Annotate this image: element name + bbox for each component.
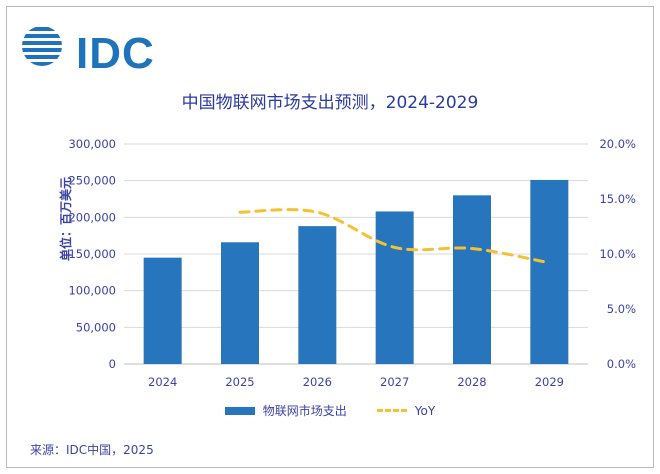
y-tick-label: 50,000 [76,320,116,334]
y2-tick-label: 20.0% [599,137,636,151]
y-tick-label: 300,000 [68,137,116,151]
bar-2029 [530,179,569,364]
source-note: 来源：IDC中国，2025 [30,443,154,457]
chart-frame [6,6,654,468]
bar-2025 [221,242,259,364]
logo-text: IDC [76,29,155,78]
x-tick-label: 2027 [380,375,409,389]
y-axis-ticks: 300,000 250,000 200,000 150,000 100,000 50,00… [68,137,116,371]
bar-2026 [298,226,337,364]
bar-2027 [375,211,414,364]
y-tick-label: 150,000 [68,247,116,261]
bars [143,179,569,364]
legend-item-bar: 物联网市场支出 [224,402,347,419]
bar-2024 [143,257,182,364]
x-axis-ticks: 2024 2025 2026 2027 2028 2029 [148,375,564,389]
y-tick-label: 200,000 [68,210,116,224]
y2-axis-ticks: 20.0% 15.0% 10.0% 5.0% 0.0% [599,137,636,371]
legend-item-line: YoY [376,403,436,418]
legend: 物联网市场支出 YoY [0,402,660,419]
x-tick-label: 2028 [457,375,486,389]
x-tick-label: 2025 [225,375,254,389]
y-tick-label: 100,000 [68,284,116,298]
x-tick-label: 2024 [148,375,177,389]
legend-line-swatch [376,409,407,412]
grid-lines [124,143,588,365]
x-tick-label: 2029 [535,375,564,389]
legend-line-label: YoY [414,403,436,418]
idc-logo: IDC [18,22,168,76]
x-tick-label: 2026 [303,375,332,389]
y2-tick-label: 5.0% [607,302,636,316]
legend-bar-swatch [224,406,255,415]
yoy-line [238,208,551,265]
y2-tick-label: 0.0% [607,357,636,371]
y2-tick-label: 10.0% [599,247,636,261]
y-tick-label: 0 [109,357,116,371]
bar-2028 [453,195,491,364]
y2-tick-label: 15.0% [599,192,636,206]
chart-title: 中国物联网市场支出预测，2024-2029 [181,93,479,113]
legend-bar-label: 物联网市场支出 [262,404,347,418]
yoy-line-path [238,208,551,265]
y-tick-label: 250,000 [68,174,116,188]
globe-icon [22,27,62,66]
